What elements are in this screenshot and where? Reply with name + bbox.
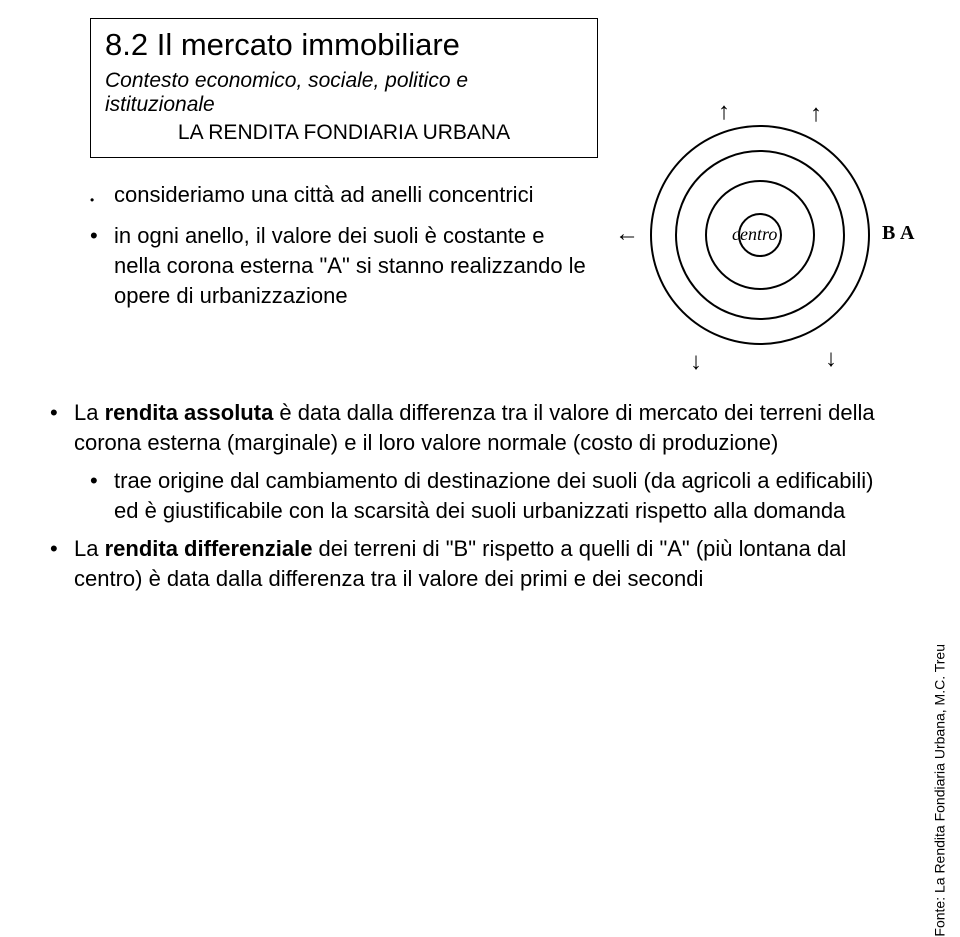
text-bold: rendita differenziale bbox=[105, 536, 313, 561]
slide-title: 8.2 Il mercato immobiliare bbox=[105, 27, 583, 63]
bullet-item: • La rendita assoluta è data dalla diffe… bbox=[50, 398, 888, 458]
text-bold: rendita assoluta bbox=[105, 400, 274, 425]
bullet-text: La rendita assoluta è data dalla differe… bbox=[74, 398, 888, 458]
slide-subtitle-2: LA RENDITA FONDIARIA URBANA bbox=[105, 121, 583, 145]
label-b: B bbox=[882, 222, 895, 245]
arrow-down-icon: ↓ bbox=[825, 345, 837, 373]
label-a: A bbox=[900, 222, 914, 245]
upper-bullets: • consideriamo una città ad anelli conce… bbox=[90, 180, 590, 317]
bullet-icon: • bbox=[90, 221, 114, 311]
title-box: 8.2 Il mercato immobiliare Contesto econ… bbox=[90, 18, 598, 158]
bullet-item: • La rendita differenziale dei terreni d… bbox=[50, 534, 888, 594]
arrow-down-icon: ↓ bbox=[690, 348, 702, 376]
bullet-icon: • bbox=[50, 398, 74, 458]
lower-bullets: • La rendita assoluta è data dalla diffe… bbox=[50, 398, 888, 602]
bullet-item: • in ogni anello, il valore dei suoli è … bbox=[90, 221, 590, 311]
arrow-up-icon: ↑ bbox=[718, 98, 730, 126]
bullet-text: La rendita differenziale dei terreni di … bbox=[74, 534, 888, 594]
bullet-item: • consideriamo una città ad anelli conce… bbox=[90, 180, 590, 215]
bullet-text: consideriamo una città ad anelli concent… bbox=[114, 180, 533, 215]
bullet-icon: • bbox=[90, 180, 114, 215]
label-centro: centro bbox=[732, 224, 777, 245]
source-caption: Fonte: La Rendita Fondiaria Urbana, M.C.… bbox=[932, 644, 948, 937]
bullet-icon: • bbox=[90, 466, 114, 526]
arrow-up-icon: ↑ bbox=[810, 100, 822, 128]
bullet-sub-item: • trae origine dal cambiamento di destin… bbox=[50, 466, 888, 526]
bullet-text: trae origine dal cambiamento di destinaz… bbox=[114, 466, 888, 526]
concentric-rings-diagram: centro B A ← ↑ ↑ ↓ ↓ bbox=[610, 90, 910, 380]
bullet-icon: • bbox=[50, 534, 74, 594]
arrow-left-icon: ← bbox=[615, 220, 639, 248]
slide-subtitle-1: Contesto economico, sociale, politico e … bbox=[105, 69, 583, 117]
text-run: La bbox=[74, 400, 105, 425]
text-run: La bbox=[74, 536, 105, 561]
bullet-text: in ogni anello, il valore dei suoli è co… bbox=[114, 221, 590, 311]
